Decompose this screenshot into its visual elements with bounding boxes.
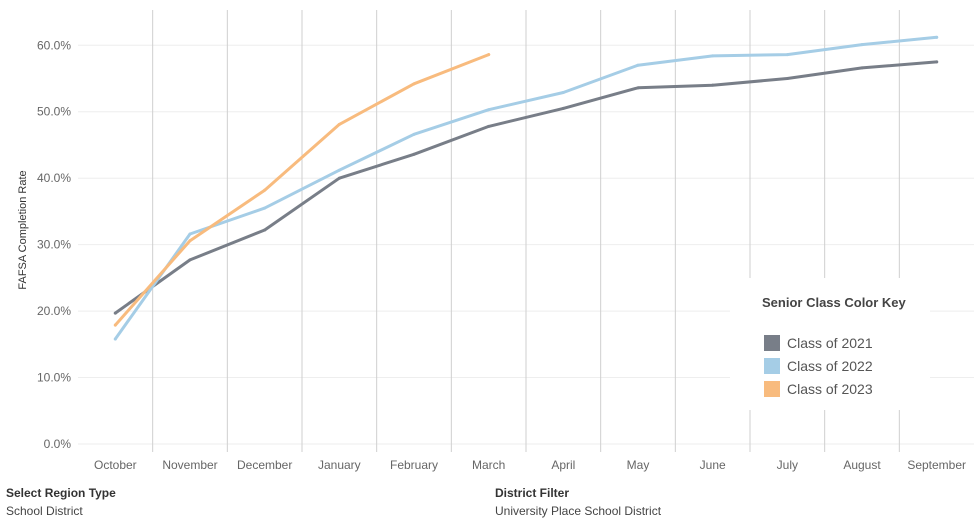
data-point	[785, 77, 789, 81]
data-point	[487, 53, 491, 57]
data-point	[487, 108, 491, 112]
data-point	[412, 152, 416, 156]
y-axis-ticks: 0.0% 10.0% 20.0% 30.0% 40.0% 50.0% 60.0%	[37, 38, 71, 451]
data-point	[263, 228, 267, 232]
line-chart: 0.0% 10.0% 20.0% 30.0% 40.0% 50.0% 60.0% Octob…	[17, 10, 974, 472]
data-point	[113, 323, 117, 327]
x-tick-label: July	[777, 458, 798, 472]
x-tick-label: May	[627, 458, 650, 472]
region-type-filter: Select Region Type School District	[6, 486, 116, 518]
x-tick-label: March	[472, 458, 505, 472]
legend-label: Class of 2021	[787, 335, 873, 351]
y-tick-label: 50.0%	[37, 105, 71, 119]
data-point	[263, 206, 267, 210]
data-point	[561, 90, 565, 94]
x-tick-label: February	[390, 458, 438, 472]
x-tick-label: August	[843, 458, 881, 472]
data-point	[337, 122, 341, 126]
district-filter-value[interactable]: University Place School District	[495, 504, 662, 518]
data-point	[188, 232, 192, 236]
legend-items: Class of 2021 Class of 2022 Class of 2023	[764, 335, 873, 397]
y-axis-title: FAFSA Completion Rate	[17, 170, 29, 289]
y-tick-label: 20.0%	[37, 304, 71, 318]
data-point	[113, 337, 117, 341]
y-tick-label: 0.0%	[44, 437, 72, 451]
y-tick-label: 10.0%	[37, 371, 71, 385]
y-tick-label: 40.0%	[37, 171, 71, 185]
series-line-1	[113, 60, 939, 315]
data-point	[412, 82, 416, 86]
data-point	[188, 258, 192, 262]
data-point	[711, 54, 715, 58]
region-type-filter-title: Select Region Type	[6, 486, 116, 500]
legend-swatch	[764, 358, 780, 374]
data-point	[188, 239, 192, 243]
region-type-filter-value[interactable]: School District	[6, 504, 83, 518]
data-point	[113, 311, 117, 315]
legend-title: Senior Class Color Key	[762, 295, 907, 310]
legend: Senior Class Color Key Class of 2021Clas…	[730, 278, 930, 410]
data-point	[412, 132, 416, 136]
district-filter-title: District Filter	[495, 486, 570, 500]
data-point	[636, 63, 640, 67]
data-point	[337, 176, 341, 180]
y-tick-label: 30.0%	[37, 238, 71, 252]
data-point	[785, 53, 789, 57]
data-point	[337, 168, 341, 172]
x-tick-label: June	[700, 458, 726, 472]
x-tick-label: April	[551, 458, 575, 472]
x-axis-ticks: October November December January February Ma…	[94, 458, 966, 472]
legend-swatch	[764, 335, 780, 351]
x-tick-label: December	[237, 458, 292, 472]
series-line-3	[113, 53, 491, 327]
series-line-2	[113, 35, 939, 341]
data-point	[263, 188, 267, 192]
data-point	[636, 86, 640, 90]
data-point	[860, 66, 864, 70]
x-tick-label: October	[94, 458, 137, 472]
x-tick-label: September	[907, 458, 966, 472]
legend-background	[730, 278, 930, 410]
data-point	[935, 35, 939, 39]
y-tick-label: 60.0%	[37, 38, 71, 52]
vertical-gridlines	[152, 10, 900, 452]
legend-label: Class of 2023	[787, 381, 873, 397]
legend-swatch	[764, 381, 780, 397]
data-point	[860, 43, 864, 47]
x-tick-label: November	[162, 458, 217, 472]
district-filter: District Filter University Place School …	[495, 486, 661, 518]
series-lines	[113, 35, 939, 341]
x-tick-label: January	[318, 458, 361, 472]
data-point	[561, 106, 565, 110]
chart-area: 0.0% 10.0% 20.0% 30.0% 40.0% 50.0% 60.0% Octob…	[17, 10, 974, 472]
legend-label: Class of 2022	[787, 358, 873, 374]
data-point	[711, 83, 715, 87]
data-point	[487, 124, 491, 128]
data-point	[935, 60, 939, 64]
